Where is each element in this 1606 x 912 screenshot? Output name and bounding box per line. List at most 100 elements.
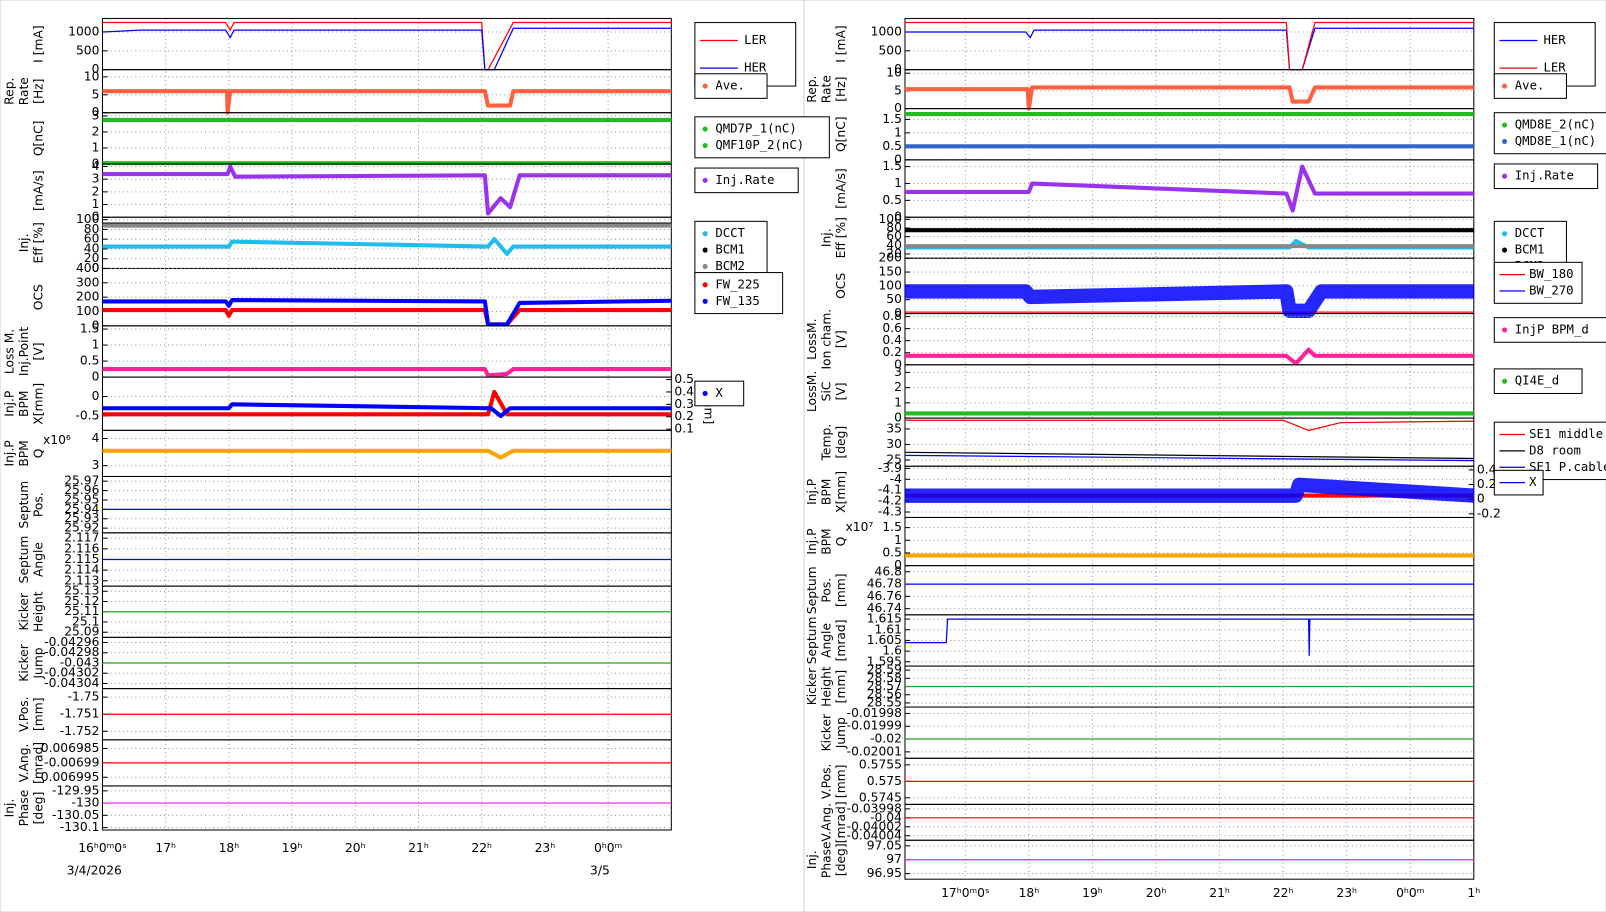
y-axis-label: Eff [%] [31, 222, 45, 263]
legend: X [1493, 469, 1544, 496]
y-tick-label: 60 [84, 232, 100, 246]
series-dots [102, 297, 672, 327]
y-axis-label: Septum [17, 481, 31, 529]
y-tick-label: 0 [92, 156, 100, 170]
y-tick-label: 46.78 [867, 577, 902, 591]
y-tick-label: 25 [886, 453, 902, 467]
y-axis-label: Inj.Point [17, 327, 31, 376]
y-tick-label: 2.117 [64, 531, 99, 545]
y-tick-label: 28.58 [867, 671, 902, 685]
y-tick-label: 1.5 [882, 112, 902, 126]
y-tick-label: 0.5 [882, 139, 902, 153]
x-tick-label: 23ʰ [535, 841, 556, 855]
y-tick-label: 2.114 [64, 563, 99, 577]
y-tick-label: -0.04298 [44, 645, 99, 659]
y-axis-label: Rate [820, 75, 834, 103]
y-tick-label: -1.752 [60, 724, 100, 738]
y2-tick-label: 0.3 [674, 397, 694, 411]
y-axis-label: OCS [31, 284, 45, 310]
y-axis-label: [deg] [834, 843, 848, 876]
y-tick-label: -130 [72, 796, 100, 810]
y-tick-label: 300 [76, 275, 99, 289]
y-tick-label: 2 [92, 184, 100, 198]
legend-label: BW_270 [1529, 284, 1573, 298]
legend-marker [702, 282, 708, 288]
legend-label: DCCT [1515, 226, 1545, 240]
y-tick-label: -0.006995 [36, 770, 99, 784]
y-axis-label: [deg] [31, 792, 45, 825]
y-axis-label: Pos. [820, 578, 834, 603]
x-tick-label: 19ʰ [1082, 886, 1103, 900]
scale-label: x10⁷ [846, 520, 874, 534]
y-axis-label: Jump [31, 647, 45, 679]
y-tick-label: 100 [76, 304, 99, 318]
y-tick-label: 1 [894, 533, 902, 547]
legend: Inj.Rate [694, 167, 799, 194]
legend-box [1493, 368, 1583, 394]
y-axis-label: Q[nC] [31, 121, 45, 157]
y-axis-label: V.Ang. [17, 744, 31, 783]
legend-marker [1501, 378, 1508, 384]
series-line [904, 618, 1474, 657]
y-tick-label: 25.94 [64, 502, 99, 516]
y2-tick-label: 0.2 [674, 409, 694, 423]
y-axis-label: Rep. [3, 78, 17, 105]
y-axis-label: [deg] [834, 426, 848, 459]
y-axis-label: Kicker [17, 643, 31, 681]
y-tick-label: 25.92 [64, 521, 99, 535]
y-tick-label: 96.95 [867, 866, 902, 880]
y-tick-label: 1.615 [867, 612, 902, 626]
legend-label: Ave. [715, 79, 745, 93]
y-tick-label: 25.96 [64, 483, 99, 497]
y-tick-label: 0.5 [80, 354, 100, 368]
y-axis-label: Phase [17, 790, 31, 827]
y-tick-label: 35 [886, 421, 902, 435]
y-axis-label: [mA/s] [31, 170, 45, 210]
y-tick-label: 25.95 [64, 492, 99, 506]
date-label: 3/4/2026 [67, 863, 122, 877]
y-tick-label: 25.93 [64, 511, 99, 525]
y-tick-label: 25.1 [72, 614, 99, 628]
series-dots [102, 89, 672, 115]
y-axis-label: V.Pos. [820, 764, 834, 800]
y2-tick-label: 0 [1477, 492, 1485, 506]
y-axis-label: Phase [820, 841, 834, 878]
legend-label: Inj.Rate [1515, 169, 1574, 183]
y-tick-label: 1 [92, 197, 100, 211]
y-axis-label: BPM [820, 528, 834, 554]
y-tick-label: 28.57 [867, 679, 902, 693]
y-axis-label: V.Pos. [17, 696, 31, 732]
series-dots [102, 448, 672, 460]
y-tick-label: 46.8 [875, 564, 902, 578]
y-tick-label: -4.2 [878, 494, 902, 508]
series-line [904, 451, 1474, 460]
x-tick-label: 22ʰ [471, 841, 492, 855]
y-tick-label: 46.74 [867, 601, 902, 615]
y-tick-label: 80 [886, 221, 902, 235]
y-tick-label: 4 [92, 431, 100, 445]
y-tick-label: -129.95 [52, 783, 99, 797]
plots: 16ʰ0ᵐ0ˢ 17ʰ 18ʰ 19ʰ 20ʰ 21ʰ 22ʰ 23ʰ 0ʰ0ᵐ3/4/2026… [3, 17, 1606, 900]
y-tick-label: 0 [894, 558, 902, 572]
y-tick-label: 0 [92, 318, 100, 332]
y-tick-label: -0.5 [75, 408, 99, 422]
x-tick-label: 18ʰ [1019, 886, 1040, 900]
y-tick-label: 0.8 [882, 309, 902, 323]
series-line [904, 454, 1474, 462]
legend-label: BCM1 [715, 243, 745, 257]
y-tick-label: 60 [886, 229, 902, 243]
y-tick-label: 10 [84, 69, 100, 83]
y-axis-label: Inj. [17, 233, 31, 252]
y-axis-label: Loss M. [3, 329, 17, 374]
y-tick-label: 0 [894, 411, 902, 425]
y-tick-label: 0 [894, 152, 902, 166]
y-tick-label: 50 [886, 292, 902, 306]
y-axis-label: [V] [31, 342, 45, 360]
y-tick-label: 0 [894, 357, 902, 371]
y-tick-label: 5 [894, 83, 902, 97]
y-tick-label: 1 [894, 395, 902, 409]
x-tick-label: 1ʰ [1467, 886, 1480, 900]
y-axis-label: [mA/s] [834, 168, 848, 208]
y-axis-label: [mrad] [834, 619, 848, 661]
y-axis-label: LossM. [805, 318, 819, 359]
